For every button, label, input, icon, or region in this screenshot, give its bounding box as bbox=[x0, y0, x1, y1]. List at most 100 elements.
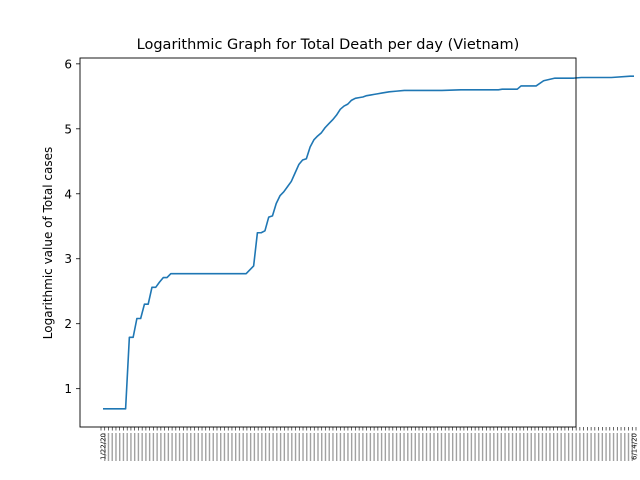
x-tick-label-overlap bbox=[115, 433, 117, 461]
x-tick-label-overlap bbox=[560, 433, 562, 461]
x-tick-label-overlap bbox=[403, 433, 405, 461]
x-tick-label-overlap bbox=[549, 433, 551, 461]
x-tick-label-overlap bbox=[504, 433, 506, 461]
x-tick-label-overlap bbox=[571, 433, 574, 461]
x-tick-label-overlap bbox=[485, 433, 488, 461]
x-tick-label-overlap bbox=[291, 433, 293, 461]
x-tick-label-overlap bbox=[590, 433, 592, 461]
x-tick-label-overlap bbox=[332, 433, 334, 461]
x-tick-label-overlap bbox=[205, 433, 207, 461]
x-tick-label-overlap bbox=[212, 433, 214, 461]
x-tick-label-overlap bbox=[470, 433, 473, 461]
x-tick-label-overlap bbox=[418, 433, 420, 461]
x-tick-label-overlap bbox=[119, 433, 121, 461]
x-tick-label-overlap bbox=[586, 433, 589, 461]
x-tick-label-overlap bbox=[227, 433, 229, 461]
x-tick-label-overlap bbox=[620, 433, 622, 461]
x-tick-label-overlap bbox=[392, 433, 394, 461]
x-tick-label-overlap bbox=[122, 433, 125, 461]
x-tick-label-overlap bbox=[410, 433, 413, 461]
x-tick-label-overlap bbox=[216, 433, 218, 461]
x-tick-label-overlap bbox=[523, 433, 525, 461]
x-tick-label-overlap bbox=[541, 433, 544, 461]
x-tick-label-overlap bbox=[508, 433, 510, 461]
chart-title: Logarithmic Graph for Total Death per da… bbox=[137, 37, 520, 53]
x-tick-label-overlap bbox=[283, 433, 286, 461]
x-tick-label-overlap bbox=[616, 433, 618, 461]
x-tick-label-overlap bbox=[261, 433, 263, 461]
x-tick-label-overlap bbox=[257, 433, 259, 461]
x-tick-label-overlap bbox=[298, 433, 300, 461]
x-tick-label-overlap bbox=[306, 433, 308, 461]
x-tick-label-overlap bbox=[455, 433, 458, 461]
x-tick-label-overlap bbox=[350, 433, 353, 461]
x-tick-label-overlap bbox=[246, 433, 248, 461]
x-tick-label-overlap bbox=[538, 433, 540, 461]
x-tick-label-overlap bbox=[130, 433, 132, 461]
x-tick-label-overlap bbox=[414, 433, 416, 461]
x-tick-label-overlap bbox=[605, 433, 607, 461]
x-tick-label-overlap bbox=[313, 433, 315, 461]
x-tick-label-overlap bbox=[302, 433, 304, 461]
x-tick-label-overlap bbox=[493, 433, 495, 461]
x-tick-label-overlap bbox=[335, 433, 338, 461]
x-tick-label-overlap bbox=[201, 433, 203, 461]
x-tick-label-start: 1/22/20 bbox=[100, 433, 108, 460]
x-tick-label-overlap bbox=[422, 433, 424, 461]
x-tick-label-overlap bbox=[552, 433, 555, 461]
x-tick-label-overlap bbox=[601, 433, 604, 461]
x-tick-label-overlap bbox=[160, 433, 162, 461]
x-tick-label-overlap bbox=[534, 433, 536, 461]
x-tick-label-overlap bbox=[624, 433, 626, 461]
x-tick-label-overlap bbox=[575, 433, 577, 461]
x-tick-label-overlap bbox=[582, 433, 585, 461]
y-tick-label: 3 bbox=[64, 252, 72, 266]
y-axis-label: Logarithmic value of Total cases bbox=[41, 147, 55, 339]
x-tick-label-overlap bbox=[466, 433, 469, 461]
x-tick-label-overlap bbox=[167, 433, 170, 461]
x-tick-label-overlap bbox=[609, 433, 611, 461]
x-tick-label-overlap bbox=[309, 433, 312, 461]
y-tick-label: 6 bbox=[64, 57, 72, 71]
x-tick-label-overlap bbox=[377, 433, 379, 461]
x-tick-label-overlap bbox=[294, 433, 297, 461]
x-tick-label-overlap bbox=[148, 433, 151, 461]
x-tick-label-overlap bbox=[545, 433, 547, 461]
y-tick-label: 5 bbox=[64, 122, 72, 136]
x-tick-label-overlap bbox=[384, 433, 387, 461]
x-tick-label-overlap bbox=[220, 433, 222, 461]
x-tick-label-overlap bbox=[234, 433, 237, 461]
x-tick-label-overlap bbox=[380, 433, 383, 461]
x-tick-label-overlap bbox=[463, 433, 465, 461]
x-tick-label-overlap bbox=[515, 433, 517, 461]
x-tick-label-overlap bbox=[407, 433, 409, 461]
x-tick-label-overlap bbox=[496, 433, 499, 461]
y-axis-ticks: 1 2 3 4 5 6 bbox=[64, 57, 80, 396]
x-tick-label-overlap bbox=[440, 433, 443, 461]
x-tick-label-overlap bbox=[365, 433, 368, 461]
x-tick-label-overlap bbox=[287, 433, 289, 461]
x-tick-label-overlap bbox=[631, 433, 633, 461]
x-tick-label-overlap bbox=[459, 433, 461, 461]
x-tick-label-overlap bbox=[556, 433, 559, 461]
x-tick-label-overlap bbox=[268, 433, 271, 461]
x-tick-label-overlap bbox=[511, 433, 514, 461]
x-tick-label-overlap bbox=[324, 433, 327, 461]
x-tick-label-overlap bbox=[362, 433, 364, 461]
x-tick-label-overlap bbox=[238, 433, 241, 461]
x-tick-label-overlap bbox=[193, 433, 196, 461]
x-tick-label-overlap bbox=[399, 433, 402, 461]
x-tick-label-overlap bbox=[126, 433, 128, 461]
x-tick-label-overlap bbox=[279, 433, 282, 461]
x-tick-label-overlap bbox=[178, 433, 181, 461]
x-tick-label-overlap bbox=[133, 433, 136, 461]
x-tick-label-overlap bbox=[388, 433, 390, 461]
x-tick-label-overlap bbox=[489, 433, 491, 461]
y-tick-label: 2 bbox=[64, 317, 72, 331]
x-tick-label-overlap bbox=[152, 433, 155, 461]
x-tick-label-overlap bbox=[500, 433, 503, 461]
x-tick-label-overlap bbox=[249, 433, 252, 461]
x-tick-label-overlap bbox=[107, 433, 110, 461]
x-tick-label-overlap bbox=[627, 433, 630, 461]
